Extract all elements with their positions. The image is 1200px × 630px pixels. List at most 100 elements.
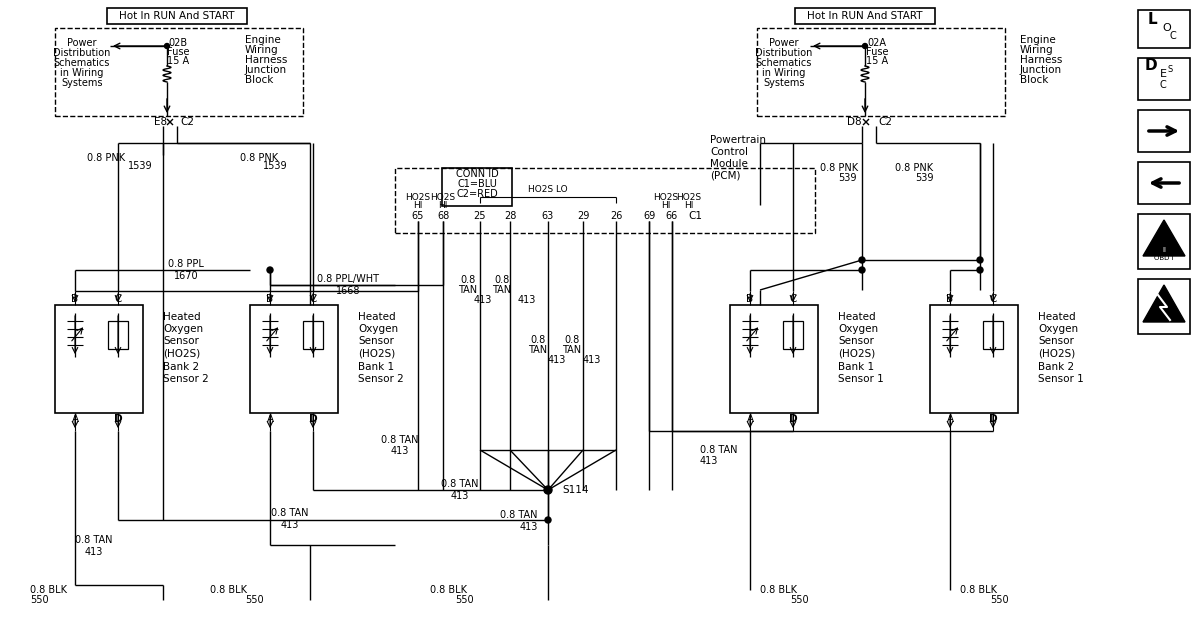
Text: 0.8 PPL/WHT: 0.8 PPL/WHT bbox=[317, 274, 379, 284]
Text: (HO2S): (HO2S) bbox=[358, 348, 395, 358]
Circle shape bbox=[544, 486, 552, 494]
Text: Oxygen: Oxygen bbox=[1038, 324, 1078, 334]
Text: E: E bbox=[1160, 69, 1166, 79]
Text: Powertrain: Powertrain bbox=[710, 135, 766, 145]
Text: Systems: Systems bbox=[61, 78, 103, 88]
Text: 26: 26 bbox=[610, 211, 622, 221]
Text: 0.8 BLK: 0.8 BLK bbox=[210, 585, 247, 595]
Text: 413: 413 bbox=[518, 295, 536, 305]
Text: B: B bbox=[266, 294, 274, 304]
Bar bbox=[983, 321, 1003, 349]
Text: TAN: TAN bbox=[563, 345, 582, 355]
Text: Bank 1: Bank 1 bbox=[358, 362, 394, 372]
Text: 1668: 1668 bbox=[336, 286, 360, 296]
Text: Hot In RUN And START: Hot In RUN And START bbox=[119, 11, 235, 21]
Text: 65: 65 bbox=[412, 211, 424, 221]
Text: 0.8 BLK: 0.8 BLK bbox=[960, 585, 997, 595]
Text: L: L bbox=[1148, 13, 1158, 28]
Text: C1=BLU: C1=BLU bbox=[457, 179, 497, 189]
Text: Oxygen: Oxygen bbox=[163, 324, 203, 334]
Text: Systems: Systems bbox=[763, 78, 805, 88]
Text: Heated: Heated bbox=[163, 312, 200, 322]
Text: Block: Block bbox=[1020, 75, 1049, 85]
Text: (HO2S): (HO2S) bbox=[163, 348, 200, 358]
Text: HO2S: HO2S bbox=[677, 193, 702, 202]
Text: 539: 539 bbox=[838, 173, 857, 183]
Text: 0.8 BLK: 0.8 BLK bbox=[30, 585, 67, 595]
Text: 0.8 TAN: 0.8 TAN bbox=[700, 445, 738, 455]
Text: Control: Control bbox=[710, 147, 748, 157]
Text: D8: D8 bbox=[847, 117, 862, 127]
Text: HI: HI bbox=[684, 200, 694, 210]
Text: 413: 413 bbox=[474, 295, 492, 305]
Text: 0.8 TAN: 0.8 TAN bbox=[271, 508, 308, 518]
Text: HI: HI bbox=[438, 200, 448, 210]
Text: C1: C1 bbox=[688, 211, 702, 221]
Text: 25: 25 bbox=[474, 211, 486, 221]
Polygon shape bbox=[1142, 220, 1186, 256]
Text: 0.8 TAN: 0.8 TAN bbox=[500, 510, 538, 520]
Text: 0.8 PNK: 0.8 PNK bbox=[820, 163, 858, 173]
Text: 413: 413 bbox=[391, 446, 409, 456]
Text: Bank 2: Bank 2 bbox=[1038, 362, 1074, 372]
Text: 0.8 BLK: 0.8 BLK bbox=[430, 585, 467, 595]
Bar bbox=[395, 168, 815, 233]
Text: 63: 63 bbox=[542, 211, 554, 221]
Text: 0.8 TAN: 0.8 TAN bbox=[74, 535, 113, 545]
Text: HO2S: HO2S bbox=[654, 193, 678, 202]
Bar bbox=[107, 8, 247, 24]
Bar bbox=[796, 8, 935, 24]
Text: Sensor: Sensor bbox=[163, 336, 199, 346]
Text: C: C bbox=[1160, 80, 1166, 90]
Text: OBD I: OBD I bbox=[1154, 255, 1174, 261]
Text: Heated: Heated bbox=[1038, 312, 1075, 322]
Text: Schematics: Schematics bbox=[756, 58, 812, 68]
Circle shape bbox=[863, 43, 868, 49]
Text: 0.8: 0.8 bbox=[494, 275, 510, 285]
Bar bbox=[302, 321, 323, 349]
Text: 550: 550 bbox=[245, 595, 264, 605]
Text: 66: 66 bbox=[666, 211, 678, 221]
Text: C: C bbox=[989, 294, 997, 304]
Text: (HO2S): (HO2S) bbox=[1038, 348, 1075, 358]
Text: D: D bbox=[989, 414, 997, 424]
Text: Schematics: Schematics bbox=[54, 58, 110, 68]
Text: Junction: Junction bbox=[1020, 65, 1062, 75]
Text: Sensor 1: Sensor 1 bbox=[838, 374, 883, 384]
Text: (HO2S): (HO2S) bbox=[838, 348, 875, 358]
Circle shape bbox=[859, 267, 865, 273]
Text: 413: 413 bbox=[85, 547, 103, 557]
Text: Distribution: Distribution bbox=[755, 48, 812, 58]
Circle shape bbox=[266, 267, 274, 273]
Text: D: D bbox=[1145, 59, 1158, 74]
Bar bbox=[1138, 10, 1190, 48]
Text: 413: 413 bbox=[281, 520, 299, 530]
Text: HO2S: HO2S bbox=[406, 193, 431, 202]
Bar bbox=[730, 305, 818, 413]
Text: Wiring: Wiring bbox=[245, 45, 278, 55]
Text: 550: 550 bbox=[455, 595, 474, 605]
Text: Heated: Heated bbox=[838, 312, 876, 322]
Text: 413: 413 bbox=[548, 355, 566, 365]
Text: Power: Power bbox=[769, 38, 799, 48]
Text: Engine: Engine bbox=[1020, 35, 1056, 45]
Text: C: C bbox=[790, 294, 797, 304]
Bar bbox=[757, 28, 1006, 116]
Text: 0.8 PNK: 0.8 PNK bbox=[240, 153, 278, 163]
Circle shape bbox=[977, 257, 983, 263]
Text: Fuse: Fuse bbox=[865, 47, 888, 57]
Text: 0.8 PNK: 0.8 PNK bbox=[895, 163, 934, 173]
Bar bbox=[442, 168, 512, 206]
Text: 1539: 1539 bbox=[127, 161, 152, 171]
Circle shape bbox=[164, 43, 169, 49]
Text: HI: HI bbox=[413, 200, 422, 210]
Text: Sensor 1: Sensor 1 bbox=[1038, 374, 1084, 384]
Text: Power: Power bbox=[67, 38, 97, 48]
Text: Sensor: Sensor bbox=[1038, 336, 1074, 346]
Text: C2=RED: C2=RED bbox=[456, 189, 498, 199]
Bar bbox=[55, 28, 302, 116]
Text: Harness: Harness bbox=[1020, 55, 1062, 65]
Text: (PCM): (PCM) bbox=[710, 171, 740, 181]
Text: Fuse: Fuse bbox=[167, 47, 190, 57]
Text: TAN: TAN bbox=[492, 285, 511, 295]
